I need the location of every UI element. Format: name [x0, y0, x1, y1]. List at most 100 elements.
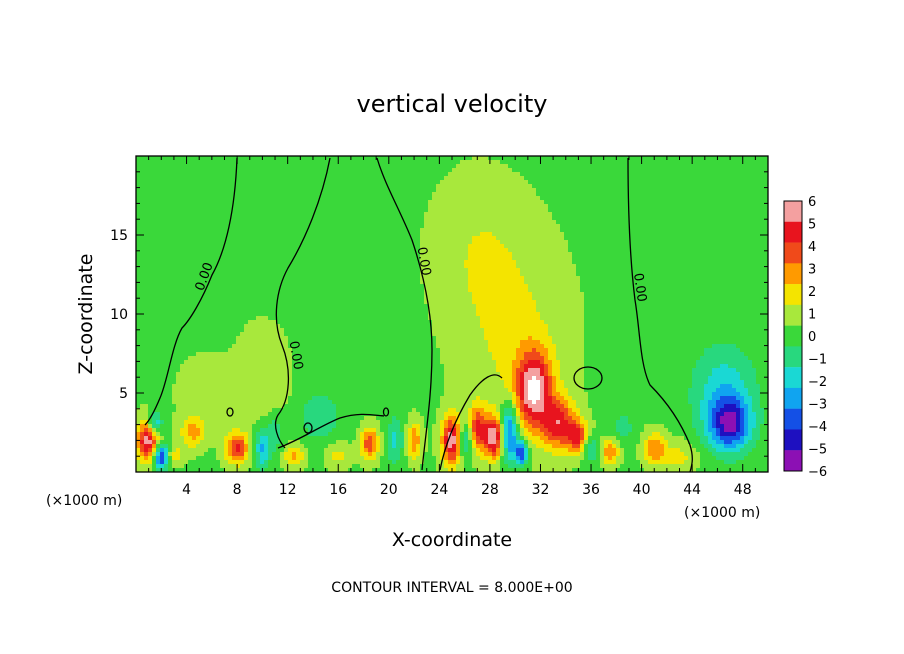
contour-cell	[608, 228, 613, 233]
contour-cell	[752, 272, 757, 277]
contour-cell	[292, 172, 297, 177]
contour-cell	[140, 244, 145, 249]
contour-cell	[156, 216, 161, 221]
contour-cell	[168, 232, 173, 237]
contour-cell	[156, 172, 161, 177]
contour-cell	[284, 252, 289, 257]
contour-cell	[148, 168, 153, 173]
contour-cell	[200, 188, 205, 193]
contour-cell	[260, 220, 265, 225]
contour-cell	[224, 196, 229, 201]
contour-cell	[252, 204, 257, 209]
contour-cell	[252, 252, 257, 257]
contour-cell	[352, 280, 357, 285]
contour-cell	[344, 200, 349, 205]
contour-cell	[332, 224, 337, 229]
contour-cell	[228, 176, 233, 181]
contour-cell	[428, 188, 433, 193]
contour-cell	[748, 156, 753, 161]
contour-cell	[688, 220, 693, 225]
contour-cell	[504, 216, 509, 221]
contour-cell	[756, 220, 761, 225]
contour-cell	[448, 276, 453, 281]
contour-cell	[368, 172, 373, 177]
contour-cell	[320, 212, 325, 217]
contour-cell	[360, 280, 365, 285]
contour-cell	[456, 276, 461, 281]
contour-cell	[196, 252, 201, 257]
contour-cell	[676, 212, 681, 217]
contour-cell	[732, 268, 737, 273]
contour-cell	[520, 172, 525, 177]
contour-cell	[148, 272, 153, 277]
contour-cell	[252, 232, 257, 237]
contour-cell	[344, 248, 349, 253]
contour-cell	[360, 268, 365, 273]
contour-cell	[664, 244, 669, 249]
contour-cell	[716, 216, 721, 221]
contour-cell	[748, 232, 753, 237]
contour-cell	[488, 244, 493, 249]
contour-cell	[480, 192, 485, 197]
contour-cell	[380, 164, 385, 169]
contour-cell	[760, 172, 765, 177]
contour-cell	[440, 212, 445, 217]
contour-cell	[536, 272, 541, 277]
contour-cell	[572, 232, 577, 237]
contour-cell	[368, 212, 373, 217]
contour-cell	[136, 184, 141, 189]
contour-cell	[444, 240, 449, 245]
contour-cell	[184, 252, 189, 257]
contour-cell	[712, 200, 717, 205]
contour-cell	[172, 192, 177, 197]
contour-cell	[352, 248, 357, 253]
contour-cell	[724, 228, 729, 233]
contour-cell	[392, 204, 397, 209]
contour-cell	[136, 176, 141, 181]
contour-cell	[300, 160, 305, 165]
contour-cell	[608, 172, 613, 177]
contour-cell	[464, 200, 469, 205]
contour-cell	[156, 276, 161, 281]
contour-cell	[308, 200, 313, 205]
contour-cell	[704, 188, 709, 193]
contour-cell	[312, 252, 317, 257]
contour-cell	[556, 252, 561, 257]
contour-cell	[200, 172, 205, 177]
contour-cell	[596, 204, 601, 209]
contour-cell	[568, 268, 573, 273]
contour-cell	[420, 232, 425, 237]
contour-cell	[180, 168, 185, 173]
contour-cell	[272, 260, 277, 265]
contour-cell	[668, 196, 673, 201]
contour-cell	[716, 264, 721, 269]
contour-cell	[744, 176, 749, 181]
contour-cell	[764, 208, 769, 213]
contour-cell	[632, 164, 637, 169]
contour-cell	[708, 192, 713, 197]
contour-cell	[236, 208, 241, 213]
contour-cell	[484, 212, 489, 217]
contour-cell	[512, 168, 517, 173]
contour-cell	[400, 268, 405, 273]
contour-cell	[544, 160, 549, 165]
contour-cell	[496, 204, 501, 209]
contour-cell	[696, 216, 701, 221]
contour-cell	[732, 200, 737, 205]
contour-cell	[364, 184, 369, 189]
contour-cell	[496, 184, 501, 189]
contour-cell	[672, 244, 677, 249]
contour-cell	[408, 256, 413, 261]
contour-cell	[572, 204, 577, 209]
contour-cell	[304, 188, 309, 193]
contour-cell	[176, 208, 181, 213]
contour-cell	[668, 252, 673, 257]
contour-cell	[356, 268, 361, 273]
contour-cell	[424, 200, 429, 205]
contour-cell	[216, 212, 221, 217]
contour-cell	[524, 240, 529, 245]
contour-cell	[428, 184, 433, 189]
contour-cell	[336, 208, 341, 213]
contour-cell	[760, 208, 765, 213]
contour-cell	[504, 276, 509, 281]
